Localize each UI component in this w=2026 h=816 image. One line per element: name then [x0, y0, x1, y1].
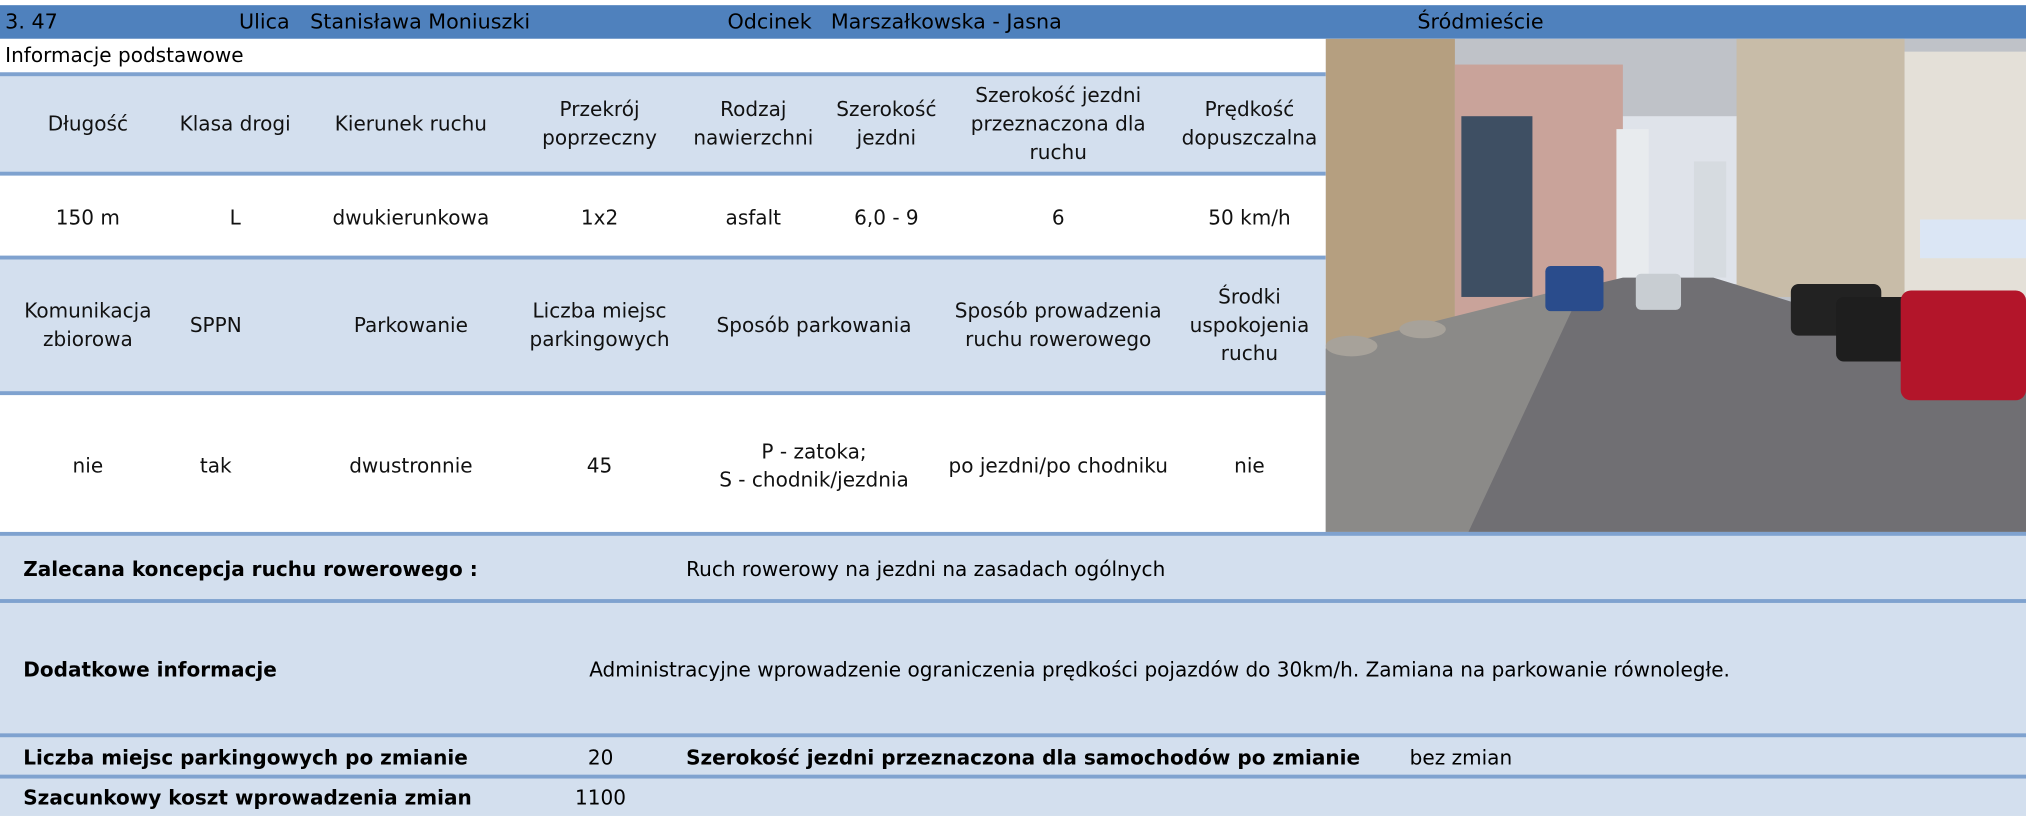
- column-header: Sposób parkowania: [716, 313, 912, 337]
- cell-value: 6: [1051, 205, 1065, 230]
- summary-row: [0, 599, 2026, 736]
- cell-value: asfalt: [725, 205, 782, 230]
- column-header: Rodzaj nawierzchni: [693, 98, 814, 150]
- column-header: Długość: [47, 112, 128, 136]
- column-header: Sposób prowadzenia ruchu rowerowego: [954, 299, 1162, 352]
- column-header: Szerokość jezdni: [836, 98, 937, 150]
- road-number: 3. 47: [5, 9, 58, 34]
- value: Administracyjne wprowadzenie ograniczeni…: [589, 657, 1730, 682]
- label: Liczba miejsc parkingowych po zmianie: [23, 745, 468, 769]
- cell-value: po jezdni/po chodniku: [948, 453, 1168, 478]
- column-header: Przekrój poprzeczny: [542, 98, 657, 150]
- summary-row: [0, 774, 2026, 816]
- cell-value: L: [229, 205, 241, 230]
- section-title: Informacje podstawowe: [5, 43, 244, 68]
- cell-value: tak: [199, 453, 232, 478]
- column-header: Szerokość jezdni przeznaczona dla ruchu: [970, 83, 1146, 164]
- summary-row: [0, 733, 2026, 778]
- summary-row: [0, 531, 2026, 602]
- header-bar: [0, 5, 2026, 39]
- value: Ruch rowerowy na jezdni na zasadach ogól…: [686, 557, 1166, 581]
- label: Dodatkowe informacje: [23, 657, 277, 682]
- cell-value: 45: [586, 453, 613, 478]
- column-header: SPPN: [189, 313, 242, 337]
- cell-value: 1x2: [580, 205, 619, 230]
- cell-value: dwustronnie: [349, 453, 473, 478]
- cell-value: 150 m: [55, 205, 120, 230]
- section: Marszałkowska - Jasna: [830, 9, 1062, 34]
- cell-value: nie: [72, 453, 104, 478]
- street: Stanisława Moniuszki: [310, 9, 531, 34]
- column-header: Klasa drogi: [179, 112, 291, 136]
- section-label: Odcinek: [727, 9, 812, 34]
- column-header: Liczba miejsc parkingowych: [529, 299, 670, 352]
- cell-value: nie: [1234, 453, 1265, 478]
- column-header: Środki uspokojenia ruchu: [1189, 285, 1310, 366]
- street-photo: [1325, 38, 2026, 534]
- value: bez zmian: [1409, 745, 1513, 769]
- label: Szacunkowy koszt wprowadzenia zmian: [23, 785, 472, 809]
- value: 20: [587, 745, 614, 769]
- cell-value: 6,0 - 9: [854, 205, 919, 230]
- header-row: [0, 72, 1326, 176]
- label: Szerokość jezdni przeznaczona dla samoch…: [686, 745, 1361, 769]
- column-header: Komunikacja zbiorowa: [24, 299, 152, 352]
- cell-value: dwukierunkowa: [332, 205, 490, 230]
- street-label: Ulica: [239, 9, 290, 34]
- value: 1100: [574, 785, 626, 809]
- header-row: [0, 255, 1326, 396]
- column-header: Kierunek ruchu: [334, 112, 488, 136]
- column-header: Parkowanie: [353, 313, 468, 337]
- column-header: Prędkość dopuszczalna: [1181, 98, 1318, 150]
- district: Śródmieście: [1417, 9, 1544, 34]
- cell-value: P - zatoka; S - chodnik/jezdnia: [719, 439, 909, 492]
- cell-value: 50 km/h: [1208, 205, 1291, 230]
- label: Zalecana koncepcja ruchu rowerowego :: [23, 557, 478, 581]
